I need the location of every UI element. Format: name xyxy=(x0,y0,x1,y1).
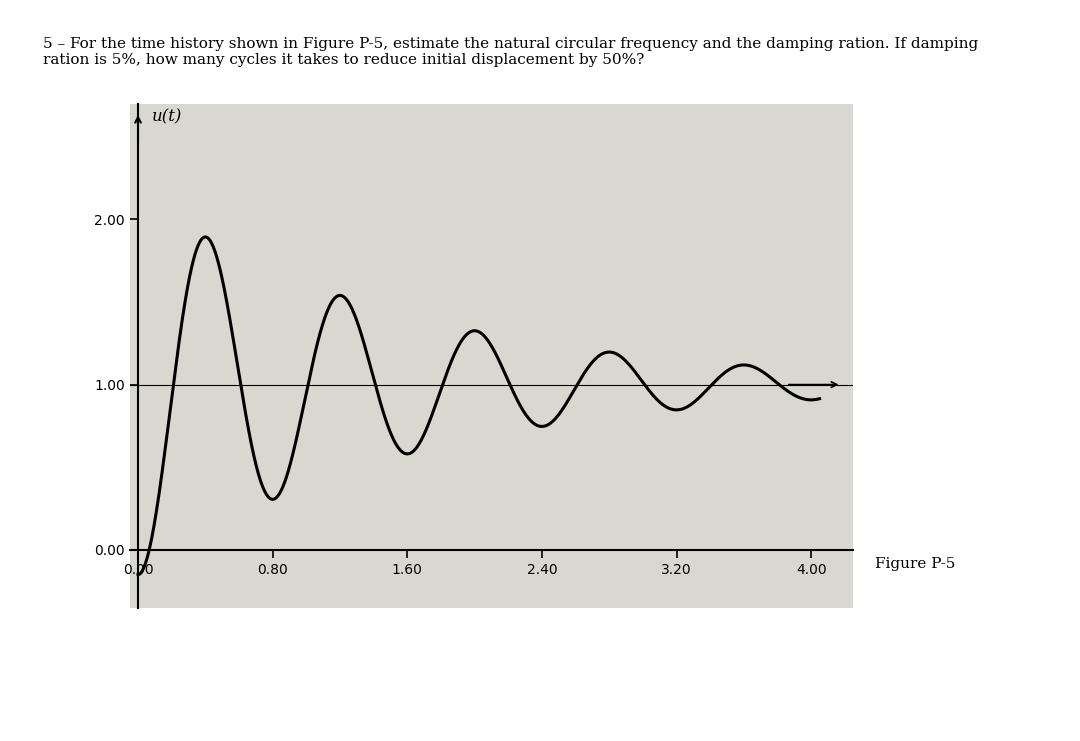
Text: 5 – For the time history shown in Figure P-5, estimate the natural circular freq: 5 – For the time history shown in Figure… xyxy=(43,37,978,67)
Text: Figure P-5: Figure P-5 xyxy=(875,556,955,571)
Text: u(t): u(t) xyxy=(151,108,181,125)
